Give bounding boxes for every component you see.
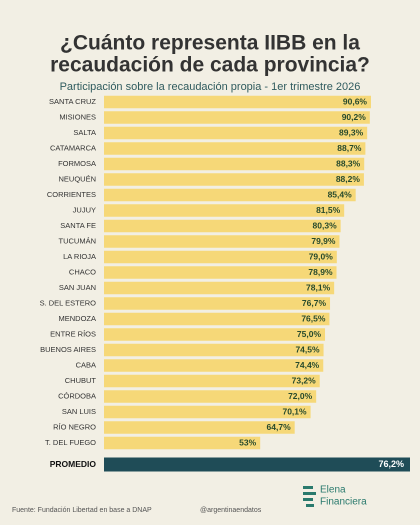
brand: Elena xyxy=(320,485,346,496)
value-label: 72,0% xyxy=(288,391,313,401)
category-label: SALTA xyxy=(73,128,96,137)
bar xyxy=(104,281,335,295)
category-label: SANTA FE xyxy=(60,221,96,230)
value-label: 78,9% xyxy=(308,267,333,277)
bar xyxy=(104,250,337,264)
value-label: 53% xyxy=(239,437,256,447)
value-label: 76,7% xyxy=(302,298,327,308)
bar xyxy=(104,142,366,155)
category-label: NEUQUÉN xyxy=(58,174,96,183)
category-label: ENTRE RÍOS xyxy=(50,329,96,338)
category-label: RÍO NEGRO xyxy=(53,422,96,431)
category-label: SAN LUIS xyxy=(62,407,96,416)
value-label: 81,5% xyxy=(316,205,341,215)
average-label: PROMEDIO xyxy=(50,459,97,469)
bar xyxy=(104,126,368,140)
category-label: TUCUMÁN xyxy=(59,236,97,245)
category-label: S. DEL ESTERO xyxy=(40,298,97,307)
value-label: 88,2% xyxy=(336,174,361,184)
value-label: 74,5% xyxy=(295,344,320,354)
category-label: CHACO xyxy=(69,267,96,276)
value-label: 64,7% xyxy=(267,422,292,432)
bar xyxy=(104,343,324,357)
bar xyxy=(104,111,370,124)
value-label: 75,0% xyxy=(297,329,322,339)
bar xyxy=(104,328,326,341)
category-label: MISIONES xyxy=(59,112,96,121)
category-label: CÓRDOBA xyxy=(58,391,96,400)
category-label: T. DEL FUEGO xyxy=(45,438,96,447)
subtitle: Participación sobre la recaudación propi… xyxy=(60,81,361,93)
brand: Financiera xyxy=(320,497,367,508)
brand-logo xyxy=(303,486,316,507)
category-label: JUJUY xyxy=(73,205,96,214)
category-label: CORRIENTES xyxy=(47,190,96,199)
chart-title: ¿Cuánto representa IIBB en la xyxy=(60,32,360,55)
chart-title: recaudación de cada provincia? xyxy=(50,54,370,77)
value-label: 73,2% xyxy=(292,375,317,385)
category-label: CABA xyxy=(76,360,96,369)
value-label: 80,3% xyxy=(313,220,338,230)
category-label: LA RIOJA xyxy=(63,252,96,261)
value-label: 89,3% xyxy=(339,127,364,137)
value-label: 88,3% xyxy=(336,158,361,168)
value-label: 90,2% xyxy=(342,112,367,122)
value-label: 88,7% xyxy=(337,143,362,153)
bar xyxy=(104,95,371,109)
bar xyxy=(104,374,320,388)
average-band xyxy=(104,457,410,472)
value-label: 74,4% xyxy=(295,360,320,370)
bar xyxy=(104,173,364,186)
bar xyxy=(104,157,365,171)
bar xyxy=(104,235,340,248)
category-label: MENDOZA xyxy=(59,314,97,323)
average-value: 76,2% xyxy=(378,459,404,469)
value-label: 78,1% xyxy=(306,282,331,292)
value-label: 79,9% xyxy=(311,236,336,246)
category-label: FORMOSA xyxy=(58,159,96,168)
category-label: CHUBUT xyxy=(65,376,97,385)
value-label: 90,6% xyxy=(343,96,368,106)
bar xyxy=(104,405,311,419)
bar xyxy=(104,390,317,403)
bar xyxy=(104,436,261,450)
bar xyxy=(104,421,295,434)
bar xyxy=(104,188,356,202)
category-label: BUENOS AIRES xyxy=(40,345,96,354)
category-label: SANTA CRUZ xyxy=(49,97,96,106)
category-label: SAN JUAN xyxy=(59,283,96,292)
bar xyxy=(104,297,331,310)
bar xyxy=(104,219,341,233)
category-label: CATAMARCA xyxy=(50,143,96,152)
value-label: 76,5% xyxy=(301,313,326,323)
bar xyxy=(104,359,324,372)
bar xyxy=(104,204,345,217)
value-label: 79,0% xyxy=(309,251,334,261)
value-label: 85,4% xyxy=(328,189,353,199)
value-label: 70,1% xyxy=(282,406,307,416)
bar xyxy=(104,266,337,279)
source: Fuente: Fundación Libertad en base a DNA… xyxy=(12,507,152,514)
handle: @argentinaendatos xyxy=(200,507,262,514)
bar xyxy=(104,312,330,326)
